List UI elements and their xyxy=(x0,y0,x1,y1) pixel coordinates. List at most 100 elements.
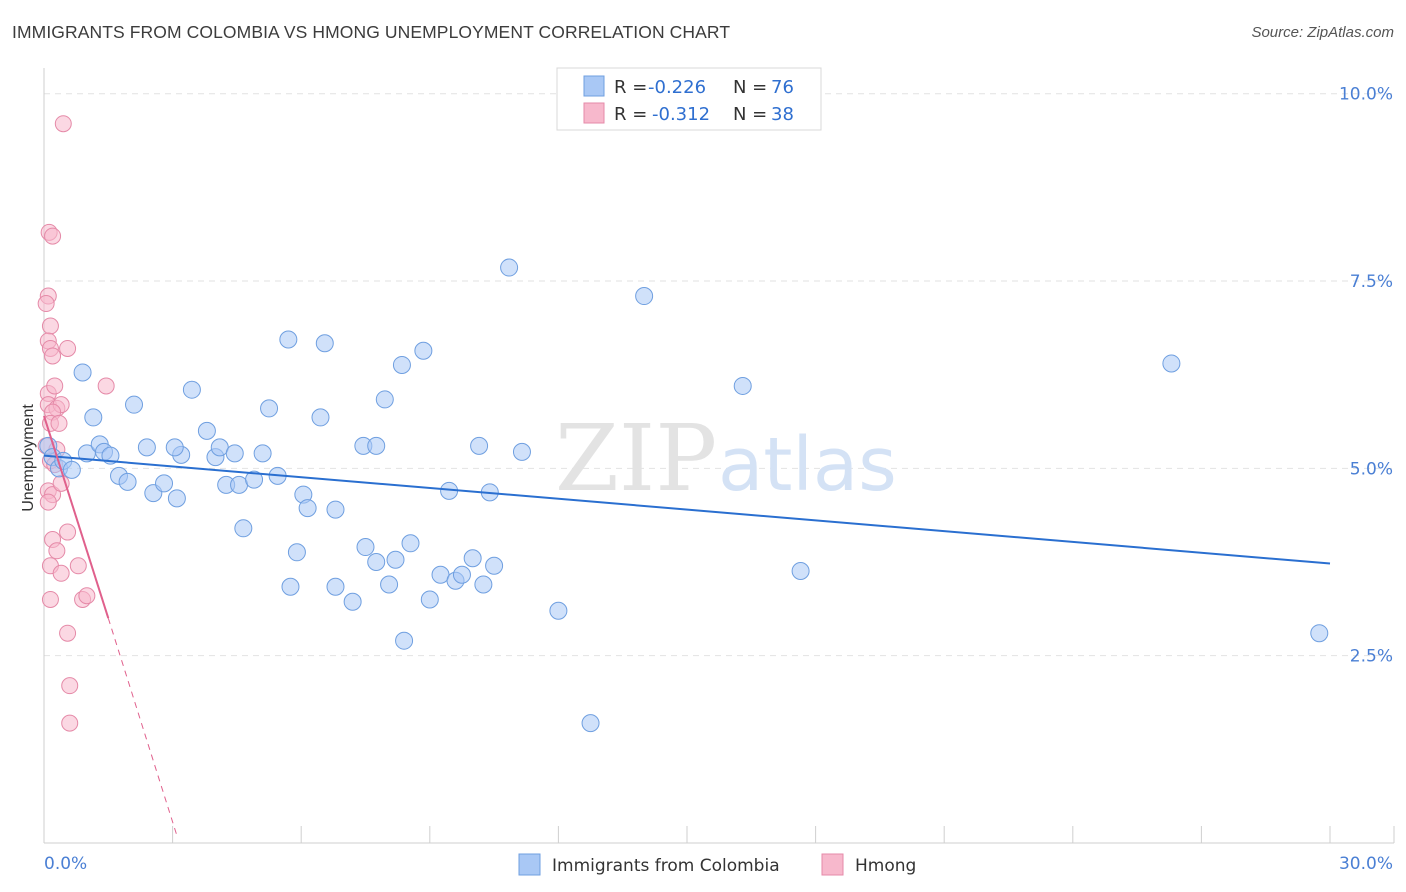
colombia-point xyxy=(343,592,362,611)
colombia-point xyxy=(225,444,244,463)
legend-r-value-2: -0.312 xyxy=(652,104,710,125)
watermark-atlas: atlas xyxy=(718,422,897,508)
chart-title: IMMIGRANTS FROM COLOMBIA VS HMONG UNEMPL… xyxy=(12,22,731,42)
colombia-point xyxy=(470,436,489,455)
colombia-point xyxy=(62,460,81,479)
legend-swatch-hmong xyxy=(583,102,605,124)
hmong-point xyxy=(44,227,62,245)
hmong-point xyxy=(41,317,59,335)
legend-n-label-2: N = xyxy=(733,104,767,125)
hmong-point xyxy=(41,590,59,608)
colombia-point xyxy=(386,550,405,569)
colombia-point xyxy=(500,258,519,277)
colombia-point xyxy=(155,474,174,493)
colombia-point xyxy=(474,575,493,594)
x-tick-label: 0.0% xyxy=(44,854,87,874)
legend-swatch-colombia xyxy=(583,75,605,97)
colombia-point xyxy=(326,577,345,596)
correlation-legend: R = -0.226 N = 76 R = -0.312 N = 38 xyxy=(556,67,822,131)
colombia-point xyxy=(581,714,600,733)
hmong-point xyxy=(37,295,55,313)
legend-n-value-2: 38 xyxy=(771,104,794,125)
colombia-point xyxy=(326,500,345,519)
hmong-point xyxy=(61,677,79,695)
colombia-point xyxy=(253,444,272,463)
hmong-point xyxy=(78,587,96,605)
y-tick-label: 2.5% xyxy=(1350,647,1393,667)
hmong-point xyxy=(59,339,77,357)
hmong-point xyxy=(44,347,62,365)
colombia-point xyxy=(298,499,317,518)
colombia-point xyxy=(463,549,482,568)
hmong-point xyxy=(54,115,72,133)
y-tick-label: 7.5% xyxy=(1350,272,1393,292)
hmong-point xyxy=(39,493,57,511)
legend-r-value-1: -0.226 xyxy=(648,77,706,98)
colombia-point xyxy=(315,334,334,353)
watermark: ZIP atlas xyxy=(555,405,897,512)
legend-r-label-1: R = xyxy=(614,77,647,98)
colombia-points xyxy=(39,258,1329,733)
hmong-point xyxy=(48,542,66,560)
colombia-point xyxy=(512,442,531,461)
colombia-point xyxy=(137,438,156,457)
colombia-point xyxy=(118,472,137,491)
colombia-point xyxy=(73,363,92,382)
legend-n-label-1: N = xyxy=(733,77,767,98)
colombia-point xyxy=(431,565,450,584)
colombia-point xyxy=(1162,354,1181,373)
grid-lines xyxy=(44,93,1394,657)
colombia-point xyxy=(260,399,279,418)
series-legend-label-hmong: Hmong xyxy=(855,856,916,876)
colombia-point xyxy=(281,577,300,596)
colombia-point xyxy=(197,421,216,440)
y-tick-label: 10.0% xyxy=(1339,85,1393,105)
colombia-point xyxy=(287,543,306,562)
colombia-point xyxy=(367,436,386,455)
colombia-point xyxy=(791,562,810,581)
hmong-point xyxy=(50,414,68,432)
hmong-point xyxy=(59,523,77,541)
colombia-point xyxy=(395,631,414,650)
colombia-point xyxy=(635,287,654,306)
series-legend-label-colombia: Immigrants from Colombia xyxy=(552,856,780,876)
colombia-point xyxy=(279,330,298,349)
colombia-point xyxy=(182,380,201,399)
series-legend: Immigrants from Colombia Hmong xyxy=(518,853,916,876)
colombia-point xyxy=(311,408,330,427)
hmong-point xyxy=(69,557,87,575)
legend-n-value-1: 76 xyxy=(771,77,794,98)
hmong-trend-extension xyxy=(107,618,178,836)
colombia-point xyxy=(452,565,471,584)
hmong-point xyxy=(61,714,79,732)
colombia-point xyxy=(210,438,229,457)
legend-r-label-2: R = xyxy=(614,104,647,125)
colombia-point xyxy=(84,408,103,427)
colombia-point xyxy=(1310,624,1329,643)
hmong-points xyxy=(37,115,115,732)
x-tick-label: 30.0% xyxy=(1339,854,1393,874)
series-legend-swatch-colombia xyxy=(518,853,541,876)
colombia-point xyxy=(392,355,411,374)
colombia-point xyxy=(165,438,184,457)
tick-labels: 2.5% 5.0% 7.5% 10.0% 0.0% 30.0% xyxy=(44,85,1393,874)
hmong-point xyxy=(46,377,64,395)
colombia-point xyxy=(356,538,375,557)
colombia-point xyxy=(380,575,399,594)
colombia-point xyxy=(367,553,386,572)
watermark-zip: ZIP xyxy=(555,405,717,512)
y-tick-label: 5.0% xyxy=(1350,459,1393,479)
colombia-point xyxy=(125,395,144,414)
colombia-point xyxy=(375,390,394,409)
hmong-point xyxy=(59,624,77,642)
colombia-point xyxy=(167,489,186,508)
colombia-point xyxy=(245,470,264,489)
colombia-point xyxy=(401,534,420,553)
source-label: Source: ZipAtlas.com xyxy=(1251,24,1394,41)
colombia-point xyxy=(414,341,433,360)
colombia-point xyxy=(230,475,249,494)
hmong-point xyxy=(97,377,115,395)
hmong-point xyxy=(52,564,70,582)
colombia-point xyxy=(485,556,504,575)
